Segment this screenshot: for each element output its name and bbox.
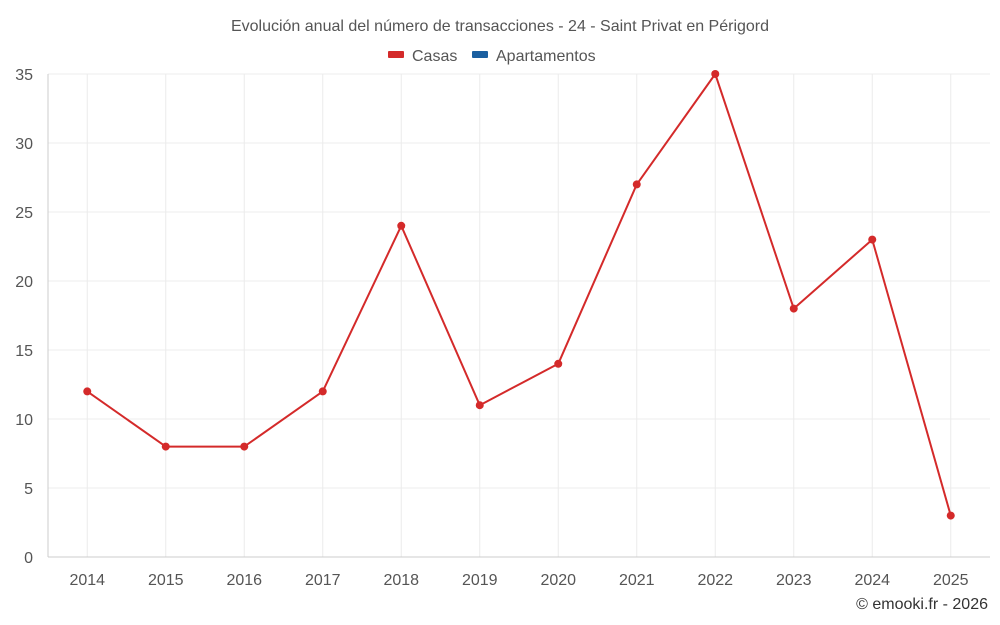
series-casas	[83, 70, 955, 520]
y-tick-label: 10	[15, 412, 33, 429]
data-point[interactable]	[318, 387, 327, 396]
data-point[interactable]	[161, 442, 170, 451]
x-tick-label: 2021	[619, 572, 655, 589]
y-tick-label: 0	[24, 550, 33, 567]
data-point[interactable]	[240, 442, 249, 451]
y-tick-label: 25	[15, 205, 33, 222]
x-tick-label: 2025	[933, 572, 969, 589]
legend[interactable]: Casas Apartamentos	[388, 48, 596, 65]
x-tick-label: 2014	[69, 572, 105, 589]
x-tick-label: 2024	[854, 572, 890, 589]
gridlines	[48, 73, 990, 557]
x-tick-label: 2018	[383, 572, 419, 589]
y-tick-label: 35	[15, 67, 33, 84]
data-point[interactable]	[632, 180, 641, 189]
legend-swatch-casas	[388, 51, 404, 58]
legend-label-casas: Casas	[412, 48, 457, 65]
legend-label-apartamentos: Apartamentos	[496, 48, 596, 65]
y-tick-label: 20	[15, 274, 33, 291]
y-tick-label: 30	[15, 136, 33, 153]
x-tick-label: 2015	[148, 572, 184, 589]
data-point[interactable]	[554, 359, 563, 368]
data-point[interactable]	[946, 511, 955, 520]
data-point[interactable]	[475, 401, 484, 410]
y-tick-label: 5	[24, 481, 33, 498]
x-tick-label: 2017	[305, 572, 341, 589]
legend-item-casas[interactable]: Casas	[388, 48, 457, 65]
y-tick-label: 15	[15, 343, 33, 360]
series-line	[86, 73, 952, 516]
x-tick-label: 2019	[462, 572, 498, 589]
x-tick-label: 2020	[540, 572, 576, 589]
data-point[interactable]	[868, 235, 877, 244]
data-point[interactable]	[789, 304, 798, 313]
x-tick-label: 2022	[697, 572, 733, 589]
data-point[interactable]	[397, 221, 406, 230]
y-axis: 0 5 10 15 20 25 30 35	[15, 67, 49, 567]
credit-text: © emooki.fr - 2026	[856, 596, 988, 613]
legend-swatch-apartamentos	[472, 51, 488, 58]
x-tick-label: 2016	[226, 572, 262, 589]
data-point[interactable]	[711, 70, 720, 78]
x-tick-label: 2023	[776, 572, 812, 589]
chart-title: Evolución anual del número de transaccio…	[231, 18, 769, 35]
data-point[interactable]	[83, 387, 92, 396]
x-axis: 2014 2015 2016 2017 2018 2019 2020 2021 2022 2023…	[48, 556, 990, 589]
legend-item-apartamentos[interactable]: Apartamentos	[472, 48, 596, 65]
